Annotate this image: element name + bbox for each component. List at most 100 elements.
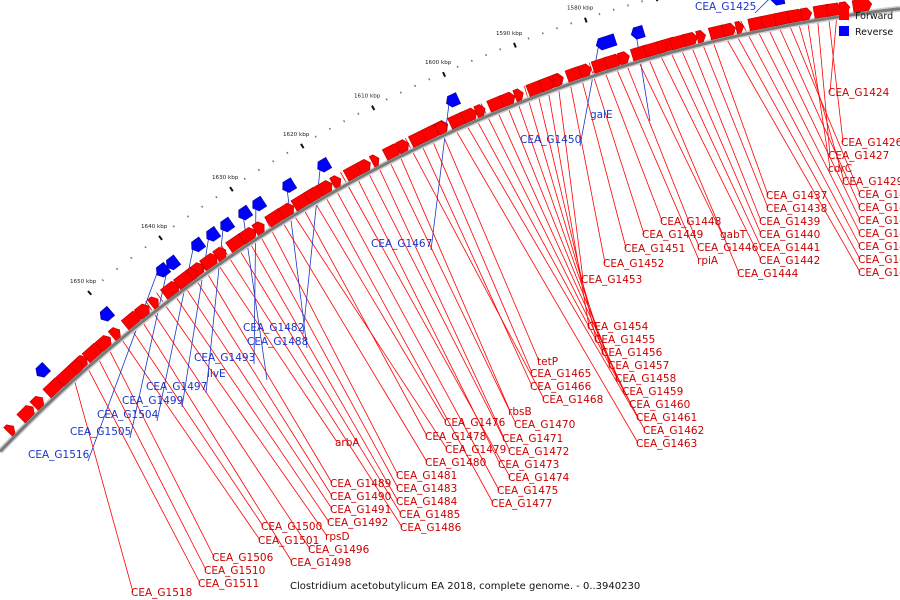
forward-gene-label[interactable]: cdrC [828,163,852,175]
forward-gene-label[interactable]: CEA_G1484 [396,496,458,508]
forward-gene-label[interactable]: CEA_G1461 [636,412,697,424]
forward-gene-label[interactable]: CEA_G1433 [858,228,900,240]
forward-gene-label[interactable]: CEA_G1466 [530,381,592,393]
forward-gene-label[interactable]: CEA_G1453 [581,274,642,286]
forward-gene-label[interactable]: CEA_G1446 [697,242,759,254]
forward-gene-label[interactable]: CEA_G1455 [594,334,655,346]
scale-minor-tick [399,91,402,94]
forward-gene-label[interactable]: CEA_G1457 [608,360,669,372]
forward-gene-label[interactable]: CEA_G1435 [858,254,900,266]
forward-gene-label[interactable]: CEA_G1444 [737,268,799,280]
forward-gene-label[interactable]: CEA_G1462 [643,425,704,437]
reverse-gene-label[interactable]: CEA_G1488 [247,336,308,348]
forward-gene-label[interactable]: CEA_G1471 [502,433,563,445]
forward-gene-label[interactable]: CEA_G1485 [399,509,460,521]
forward-gene-label[interactable]: CEA_G1431 [858,202,900,214]
forward-gene-label[interactable]: CEA_G1475 [497,485,558,497]
reverse-gene-label[interactable]: CEA_G1425 [695,1,756,13]
forward-gene-label[interactable]: CEA_G1452 [603,258,664,270]
forward-gene-label[interactable]: gabT [720,229,747,241]
reverse-gene-label[interactable]: CEA_G1505 [70,426,131,438]
forward-gene-label[interactable]: CEA_G1459 [622,386,683,398]
reverse-gene-label[interactable]: CEA_G1516 [28,449,90,461]
reverse-gene-label[interactable]: CEA_G1493 [194,352,255,364]
forward-gene-label[interactable]: CEA_G1448 [660,216,721,228]
forward-gene-label[interactable]: CEA_G1451 [624,243,685,255]
forward-gene-label[interactable]: CEA_G1460 [629,399,690,411]
forward-gene-label[interactable]: CEA_G1430 [858,189,900,201]
reverse-gene-label[interactable]: CEA_G1467 [371,238,432,250]
forward-gene-label[interactable]: CEA_G1439 [759,216,820,228]
forward-gene [721,22,736,38]
forward-gene-label[interactable]: CEA_G1518 [131,587,192,599]
forward-gene-label[interactable]: arbA [335,437,360,449]
reverse-gene-label[interactable]: CEA_G1450 [520,134,581,146]
forward-gene-label[interactable]: CEA_G1481 [396,470,457,482]
forward-gene-label[interactable]: CEA_G1465 [530,368,591,380]
forward-gene-label[interactable]: CEA_G1470 [514,419,575,431]
forward-gene-label[interactable]: rpsD [325,531,350,543]
forward-gene-label[interactable]: rpiA [697,255,719,267]
forward-gene-label[interactable]: CEA_G1480 [425,457,486,469]
forward-gene-label[interactable]: CEA_G1511 [198,578,259,590]
forward-leader-line [588,62,645,235]
forward-gene-label[interactable]: CEA_G1458 [615,373,676,385]
forward-gene-label[interactable]: CEA_G1474 [508,472,570,484]
forward-gene-label[interactable]: CEA_G1491 [330,504,391,516]
reverse-gene-label[interactable]: ilvE [207,368,226,380]
forward-gene-label[interactable]: CEA_G1454 [587,321,649,333]
reverse-gene [630,24,646,40]
legend-forward-label: Forward [855,11,893,22]
forward-gene-label[interactable]: CEA_G1427 [828,150,889,162]
forward-gene-label[interactable]: CEA_G1476 [444,417,506,429]
forward-gene-label[interactable]: CEA_G1429 [842,176,900,188]
forward-gene-label[interactable]: CEA_G1463 [636,438,697,450]
reverse-gene [99,305,116,322]
forward-gene-label[interactable]: CEA_G1473 [498,459,559,471]
forward-gene-label[interactable]: CEA_G1486 [400,522,462,534]
forward-gene-label[interactable]: CEA_G1501 [258,535,319,547]
forward-gene-label[interactable]: CEA_G1490 [330,491,391,503]
reverse-gene-label[interactable]: CEA_G1497 [146,381,207,393]
forward-gene-label[interactable]: CEA_G1483 [396,483,457,495]
forward-gene-label[interactable]: CEA_G1498 [290,557,351,569]
forward-gene-label[interactable]: CEA_G1506 [212,552,274,564]
forward-gene-label[interactable]: CEA_G1477 [491,498,552,510]
reverse-gene-label[interactable]: CEA_G1482 [243,322,304,334]
forward-gene-label[interactable]: CEA_G1436 [858,267,900,279]
forward-gene-label[interactable]: CEA_G1456 [601,347,663,359]
forward-gene-label[interactable]: CEA_G1432 [858,215,900,227]
forward-gene-label[interactable]: CEA_G1510 [204,565,265,577]
forward-gene-label[interactable]: rbsB [508,406,532,418]
reverse-gene-label[interactable]: CEA_G1499 [122,395,183,407]
forward-gene-label[interactable]: CEA_G1478 [425,431,486,443]
forward-gene-label[interactable]: CEA_G1492 [327,517,388,529]
reverse-gene-label[interactable]: CEA_G1504 [97,409,159,421]
forward-gene-label[interactable]: CEA_G1442 [759,255,820,267]
forward-gene-label[interactable]: CEA_G1479 [445,444,506,456]
forward-gene-label[interactable]: CEA_G1500 [261,521,322,533]
forward-gene-label[interactable]: CEA_G1472 [508,446,569,458]
forward-leader-line [502,94,618,379]
forward-gene-label[interactable]: CEA_G1468 [542,394,603,406]
forward-gene-label[interactable]: CEA_G1434 [858,241,900,253]
backbone-line [0,7,900,453]
forward-gene-label[interactable]: CEA_G1449 [642,229,703,241]
forward-leader-line [383,148,517,425]
forward-genes [3,0,873,437]
forward-gene [94,335,112,352]
forward-leader-line [221,245,403,528]
forward-leader-line [134,309,293,563]
forward-gene-label[interactable]: CEA_G1424 [828,87,890,99]
forward-gene-label[interactable]: CEA_G1441 [759,242,820,254]
reverse-gene-label[interactable]: galE [590,109,613,121]
forward-gene-label[interactable]: CEA_G1489 [330,478,391,490]
forward-gene-label[interactable]: CEA_G1438 [766,203,827,215]
forward-gene-label[interactable]: CEA_G1437 [766,190,827,202]
forward-gene-label[interactable]: CEA_G1426 [841,137,900,149]
scale-tick [513,42,517,48]
forward-gene-label[interactable]: CEA_G1440 [759,229,820,241]
forward-gene [277,202,294,220]
forward-gene-label[interactable]: tetP [537,356,558,368]
forward-gene-label[interactable]: CEA_G1496 [308,544,370,556]
